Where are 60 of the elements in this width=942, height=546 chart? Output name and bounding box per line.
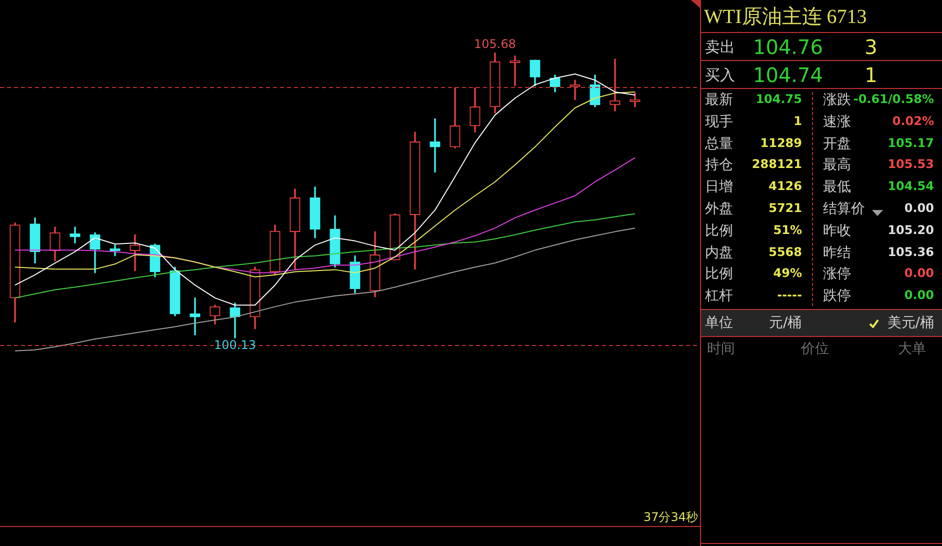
text: ----- (777, 288, 802, 302)
text: 大单 (898, 340, 926, 358)
text: 3 (864, 35, 878, 59)
text: -0.61/0.58% (853, 92, 934, 106)
text: 5721 (768, 201, 802, 215)
text: 日增 (705, 178, 733, 196)
text: 美元/桶 (887, 314, 934, 332)
text: 0.02% (892, 114, 934, 128)
text: 时间 (707, 340, 735, 358)
text: 104.54 (888, 179, 934, 194)
candlestick (610, 58, 620, 112)
candlestick (190, 298, 200, 336)
text: 昨结 (823, 244, 851, 262)
candlestick (430, 118, 440, 172)
text: 1 (864, 63, 878, 87)
text: 比例 (705, 222, 733, 240)
text: 杠杆 (705, 287, 733, 306)
text: 价位 (801, 340, 829, 358)
text: 最新 (705, 91, 733, 109)
text: 104.74 (753, 63, 823, 87)
text: 51% (773, 222, 802, 237)
annotation: 37分34秒 (643, 509, 698, 526)
text: 104.75 (756, 92, 802, 106)
text: 105.36 (888, 244, 934, 259)
text: 比例 (705, 265, 733, 284)
text: 持仓 (705, 156, 733, 174)
text: 4126 (768, 179, 802, 194)
text: 昨收 (823, 222, 851, 240)
text: 105.53 (888, 157, 934, 172)
text: 0.00 (904, 288, 934, 302)
text: 0.00 (904, 266, 934, 280)
text: 11289 (760, 136, 802, 150)
text: 105.17 (888, 136, 934, 150)
annotation: 100.13 (214, 338, 256, 352)
text: 最低 (823, 178, 851, 196)
text: 买入 (705, 66, 735, 85)
text: 速涨 (823, 112, 851, 131)
text: 105.20 (888, 222, 934, 237)
text: 元/桶 (769, 314, 802, 332)
text: 卖出 (705, 38, 735, 57)
text: 104.76 (753, 35, 823, 59)
text: 288121 (752, 157, 802, 172)
text: 涨停 (823, 265, 851, 284)
text: 49% (773, 266, 802, 280)
text: 5568 (768, 244, 802, 259)
candlestick (70, 226, 80, 244)
text: WTI原油主连 6713 (704, 5, 867, 30)
text: 最高 (823, 156, 851, 174)
text: 跌停 (823, 287, 851, 306)
text: 总量 (705, 134, 733, 153)
text: 内盘 (705, 244, 733, 262)
text: 现手 (705, 112, 733, 131)
text: 1 (794, 114, 802, 128)
text: 开盘 (823, 134, 851, 153)
text: 结算价 (823, 200, 865, 218)
text: 涨跌 (823, 91, 851, 109)
annotation: 105.68 (474, 37, 516, 52)
text: 外盘 (705, 200, 733, 218)
text: 单位 (705, 314, 733, 332)
text: 0.00 (904, 201, 934, 215)
